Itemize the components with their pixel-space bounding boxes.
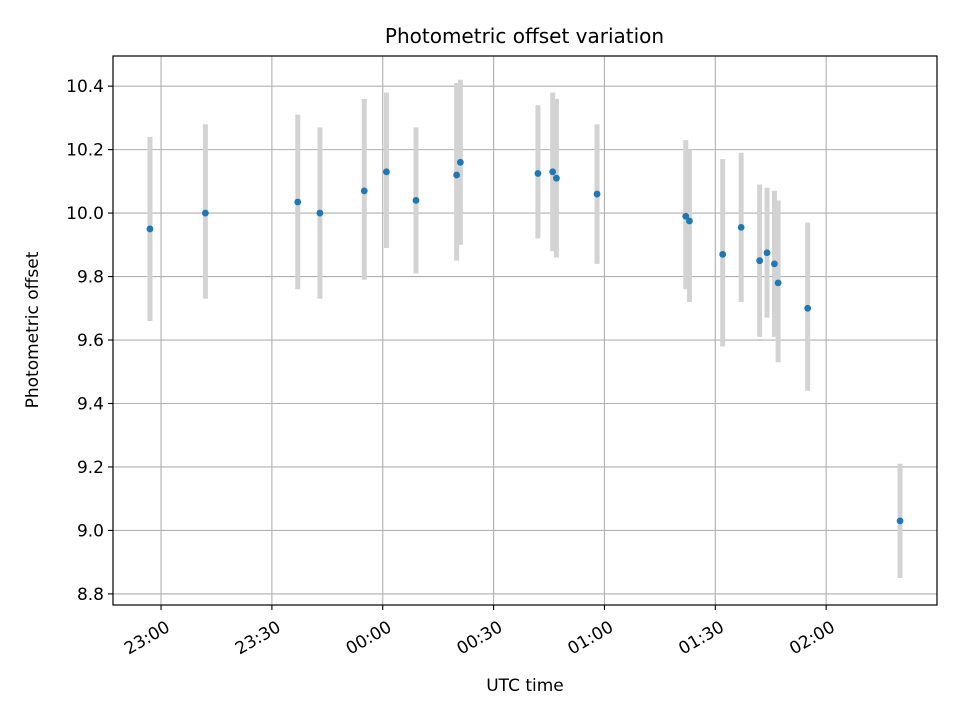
y-tick-label: 9.2	[77, 458, 104, 478]
data-point	[896, 517, 904, 525]
y-tick-label: 10.2	[66, 141, 104, 161]
data-point	[294, 198, 302, 206]
x-axis-label: UTC time	[486, 676, 564, 696]
y-tick-label: 8.8	[77, 585, 104, 605]
data-point	[737, 223, 745, 231]
data-point	[719, 250, 727, 258]
data-point	[763, 249, 771, 257]
y-tick-label: 9.6	[77, 331, 104, 351]
data-points	[146, 158, 904, 525]
data-point	[534, 170, 542, 177]
data-point	[771, 260, 778, 268]
y-tick-label: 9.4	[77, 394, 104, 414]
data-point	[549, 168, 557, 176]
data-point	[146, 225, 154, 233]
data-point	[553, 174, 560, 182]
data-point	[453, 171, 461, 179]
data-point	[686, 217, 693, 225]
y-tick-label: 9.8	[77, 268, 104, 288]
plot-area-frame	[112, 55, 938, 606]
data-point	[804, 304, 812, 312]
y-axis-label: Photometric offset	[23, 251, 43, 408]
data-point	[593, 190, 601, 198]
y-tick-label: 9.0	[77, 521, 104, 541]
data-point	[383, 168, 390, 176]
y-tick-label: 10.4	[66, 77, 104, 97]
data-point	[774, 279, 782, 287]
chart-title: Photometric offset variation	[385, 24, 664, 48]
data-point	[756, 257, 764, 265]
y-tick-label: 10.0	[66, 204, 104, 224]
data-point	[201, 209, 209, 217]
data-point	[682, 212, 690, 220]
data-point	[360, 187, 368, 195]
data-point	[316, 209, 324, 217]
y-axis-ticks: 8.8 9.0 9.2 9.4 9.6 9.8 10.0 10.2 10.4	[66, 77, 113, 605]
data-point	[456, 158, 464, 166]
data-point	[412, 196, 420, 204]
grid-lines	[113, 56, 937, 605]
